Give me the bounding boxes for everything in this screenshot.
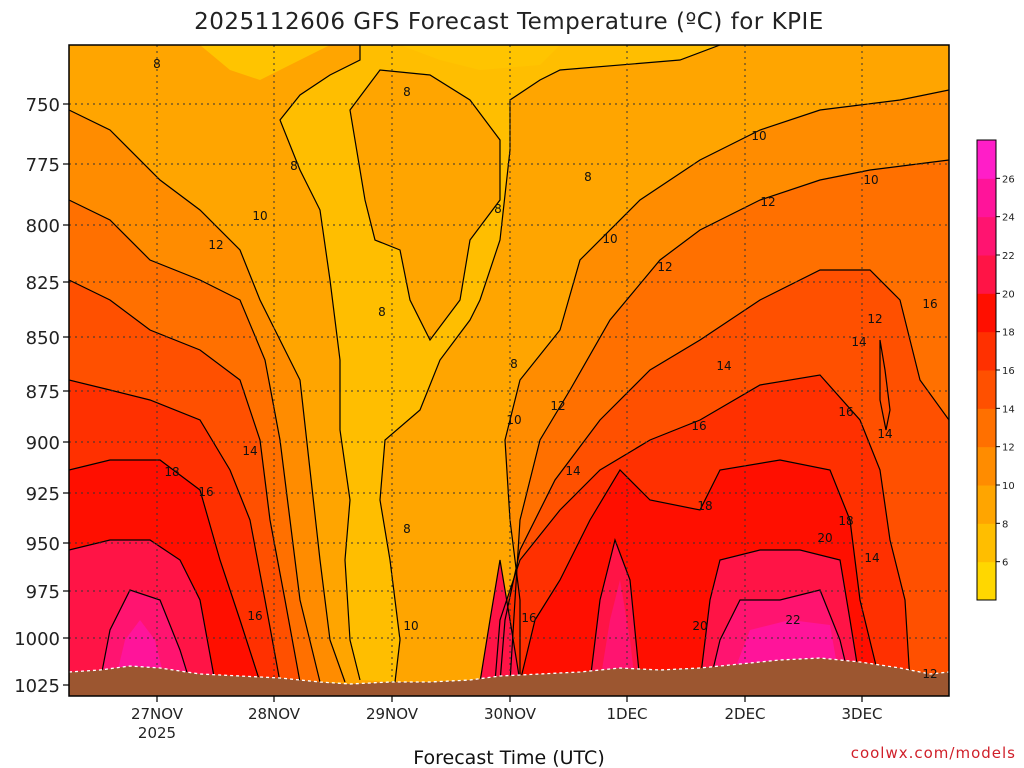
contour-label: 12 <box>867 312 882 326</box>
colorbar-segment <box>977 446 996 486</box>
colorbar-segment <box>977 370 996 409</box>
x-tick-label: 1DEC <box>606 705 647 723</box>
band-18 <box>69 460 880 682</box>
colorbar-segment <box>977 140 996 179</box>
x-tick-label: 3DEC <box>841 705 882 723</box>
contour-label: 10 <box>863 173 878 187</box>
contour-label: 14 <box>864 551 879 565</box>
colorbar-segment <box>977 331 996 371</box>
colorbar-segment <box>977 561 996 601</box>
colorbar-segment <box>977 485 996 524</box>
ground-edge <box>69 657 949 685</box>
band-6 <box>180 45 949 682</box>
contour-label: 20 <box>692 619 707 633</box>
contour-label: 18 <box>164 465 179 479</box>
contour-label: 14 <box>877 427 892 441</box>
y-tick-label: 875 <box>26 382 60 403</box>
colorbar-label: 24 <box>1002 213 1015 224</box>
colorbar-label: 10 <box>1002 481 1015 492</box>
colorbar-label: 20 <box>1002 289 1015 300</box>
contour-label: 8 <box>403 522 411 536</box>
y-tick-label: 750 <box>26 95 60 116</box>
contour-label: 14 <box>242 444 257 458</box>
colorbar-segment <box>977 255 996 294</box>
credit-link[interactable]: coolwx.com/models <box>851 744 1016 762</box>
colorbar-segment <box>977 216 996 256</box>
colorbar-label: 26 <box>1002 174 1015 185</box>
contour-label: 12 <box>922 667 937 681</box>
plot-frame <box>68 44 950 697</box>
plot-area: 8888888810101010101012121212121214141414… <box>69 45 949 696</box>
colorbar-segment <box>977 293 996 333</box>
contour-label: 14 <box>565 464 580 478</box>
colorbar-segment <box>977 523 996 563</box>
contour-label: 8 <box>378 305 386 319</box>
colorbar-label: 18 <box>1002 328 1015 339</box>
x-tick-label: 2DEC <box>724 705 765 723</box>
y-tick-label: 950 <box>26 534 60 555</box>
colorbar-label: 22 <box>1002 251 1015 262</box>
y-axis: 750 775 800 825 850 875 900 925 950 975 1000 1025 <box>14 95 69 697</box>
contour-label: 16 <box>838 405 853 419</box>
x-axis: 27NOV 28NOV 29NOV 30NOV 1DEC 2DEC 3DEC <box>131 696 883 723</box>
x-tick-label: 27NOV <box>131 705 184 723</box>
x-axis-year: 2025 <box>138 724 176 742</box>
contour-label: 10 <box>252 209 267 223</box>
colorbar-segment <box>977 408 996 448</box>
contour-label: 18 <box>838 514 853 528</box>
contour-label: 8 <box>153 57 161 71</box>
colorbar-label: 16 <box>1002 366 1015 377</box>
contour-label: 10 <box>602 232 617 246</box>
contour-label: 8 <box>510 357 518 371</box>
contour-label: 8 <box>584 170 592 184</box>
y-tick-label: 1025 <box>14 676 60 697</box>
colorbar-label: 14 <box>1002 404 1015 415</box>
contour-label: 18 <box>697 499 712 513</box>
colorbar-label: 8 <box>1002 519 1008 530</box>
contour-label: 16 <box>922 297 937 311</box>
y-tick-label: 900 <box>26 433 60 454</box>
contour-label: 22 <box>785 613 800 627</box>
contour-label: 16 <box>247 609 262 623</box>
contour-label: 16 <box>198 485 213 499</box>
x-tick-label: 29NOV <box>366 705 419 723</box>
grid-lines <box>69 45 949 696</box>
y-tick-label: 775 <box>26 155 60 176</box>
contour-label: 12 <box>657 260 672 274</box>
y-tick-label: 850 <box>26 328 60 349</box>
x-axis-label: Forecast Time (UTC) <box>413 747 604 768</box>
band-top-gold <box>200 45 560 80</box>
contour-label: 16 <box>691 419 706 433</box>
contour-label: 10 <box>403 619 418 633</box>
contour-label: 10 <box>506 413 521 427</box>
colorbar: 6 8 10 12 14 16 18 20 22 24 26 <box>976 139 1015 601</box>
colorbar-label: 6 <box>1002 558 1008 569</box>
y-tick-label: 1000 <box>14 629 60 650</box>
contour-label: 14 <box>716 359 731 373</box>
chart-title: 2025112606 GFS Forecast Temperature (ºC)… <box>194 9 824 35</box>
contour-label: 12 <box>208 238 223 252</box>
y-tick-label: 975 <box>26 582 60 603</box>
colorbar-segment <box>977 178 996 218</box>
colorbar-label: 12 <box>1002 443 1015 454</box>
y-tick-label: 825 <box>26 273 60 294</box>
contour-lines <box>69 45 949 683</box>
contour-label: 20 <box>817 531 832 545</box>
ground-terrain <box>69 658 949 696</box>
y-tick-label: 925 <box>26 484 60 505</box>
contour-labels: 8888888810101010101012121212121214141414… <box>153 57 937 681</box>
contour-label: 12 <box>760 195 775 209</box>
contour-label: 8 <box>290 159 298 173</box>
contour-label: 8 <box>494 202 502 216</box>
contour-label: 14 <box>851 335 866 349</box>
contour-label: 10 <box>751 129 766 143</box>
x-tick-label: 30NOV <box>484 705 537 723</box>
x-tick-label: 28NOV <box>248 705 301 723</box>
contour-label: 16 <box>521 611 536 625</box>
contour-label: 8 <box>403 85 411 99</box>
contour-label: 12 <box>550 399 565 413</box>
y-tick-label: 800 <box>26 216 60 237</box>
